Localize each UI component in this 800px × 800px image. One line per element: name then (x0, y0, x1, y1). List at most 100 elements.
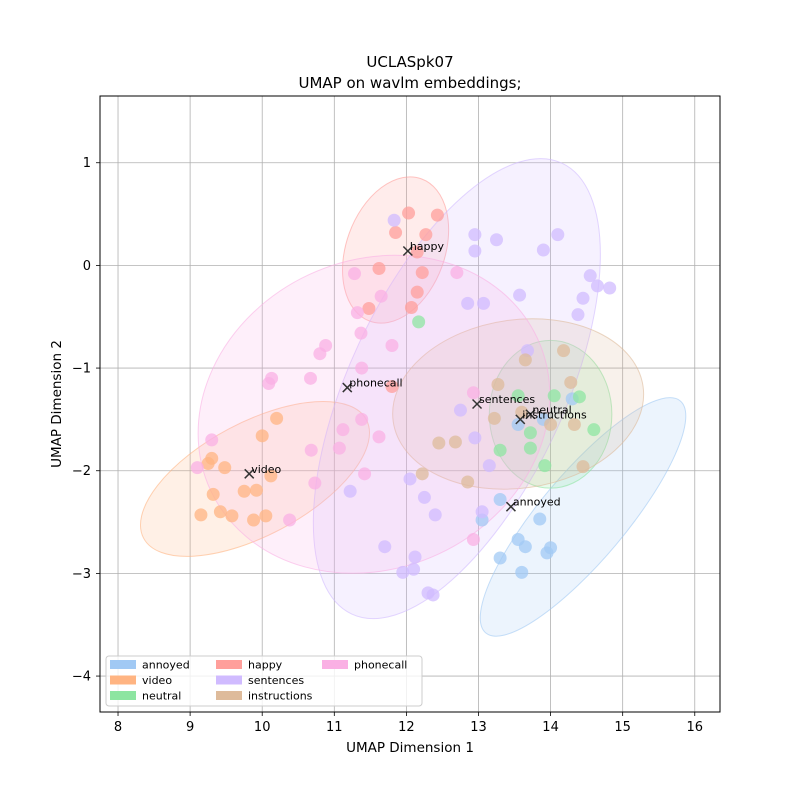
point-video (213, 505, 227, 519)
point-happy (410, 285, 424, 299)
point-video (218, 461, 232, 475)
point-instructions (487, 411, 501, 425)
x-tick-label: 13 (470, 720, 487, 735)
point-happy (404, 300, 418, 314)
point-sentences (461, 296, 475, 310)
x-tick-label: 10 (254, 720, 271, 735)
x-tick-label: 14 (542, 720, 559, 735)
point-sentences (477, 296, 491, 310)
point-neutral (523, 426, 537, 440)
legend-swatch-instructions (216, 691, 242, 700)
point-phonecall (374, 289, 388, 303)
point-phonecall (350, 306, 364, 320)
point-happy (362, 302, 376, 316)
x-axis-label: UMAP Dimension 1 (346, 740, 474, 756)
ellipse-sentences (312, 158, 601, 620)
y-tick-label: −2 (72, 464, 91, 479)
point-phonecall (466, 386, 480, 400)
point-video (255, 429, 269, 443)
centroid-label-instructions: instructions (522, 408, 587, 421)
point-neutral (538, 459, 552, 473)
legend-swatch-annoyed (110, 660, 136, 669)
x-tick-label: 12 (398, 720, 415, 735)
point-phonecall (308, 476, 322, 490)
legend-label-sentences: sentences (248, 674, 304, 687)
legend-swatch-happy (216, 660, 242, 669)
legend-swatch-phonecall (322, 660, 348, 669)
x-tick-label: 15 (614, 720, 631, 735)
point-video (201, 457, 215, 471)
point-annoyed (493, 492, 507, 506)
point-annoyed (493, 551, 507, 565)
point-sentences (468, 244, 482, 258)
point-phonecall (385, 338, 399, 352)
point-phonecall (332, 441, 346, 455)
point-phonecall (283, 513, 297, 527)
legend-label-instructions: instructions (248, 690, 313, 703)
legend-label-annoyed: annoyed (142, 659, 190, 672)
point-sentences (490, 233, 504, 247)
point-phonecall (304, 371, 318, 385)
point-instructions (544, 418, 558, 432)
point-sentences (387, 213, 401, 227)
point-neutral (572, 390, 586, 404)
point-instructions (576, 460, 590, 474)
point-neutral (547, 389, 561, 403)
point-video (225, 509, 239, 523)
centroid-annotations: happy phonecall sentencesneutralinstructio… (244, 240, 587, 512)
legend-label-neutral: neutral (142, 690, 181, 703)
point-neutral (587, 423, 601, 437)
point-sentences (475, 505, 489, 519)
point-sentences (482, 459, 496, 473)
point-sentences (513, 288, 527, 302)
y-tick-label: −1 (72, 362, 91, 377)
point-instructions (461, 475, 475, 489)
point-sentences (590, 279, 604, 293)
point-neutral (523, 441, 537, 455)
point-sentences (468, 228, 482, 242)
point-phonecall (190, 461, 204, 475)
point-instructions (415, 467, 429, 481)
point-phonecall (355, 412, 369, 426)
centroid-marker-neutral (525, 409, 536, 420)
point-sentences (583, 269, 597, 283)
point-sentences (576, 291, 590, 305)
legend-label-video: video (142, 674, 172, 687)
point-phonecall (313, 347, 327, 361)
point-phonecall (205, 433, 219, 447)
point-neutral (412, 315, 426, 329)
ellipse-neutral (488, 339, 613, 489)
point-sentences (403, 472, 417, 486)
chart-title: UCLASpk07 (366, 53, 453, 71)
centroid-marker-happy (402, 245, 413, 257)
centroid-label-phonecall: phonecall (349, 377, 402, 390)
point-video (259, 509, 273, 523)
point-video (206, 487, 220, 501)
legend-swatch-video (110, 675, 136, 685)
legend-label-phonecall: phonecall (354, 659, 407, 672)
centroid-label-happy: happy (410, 240, 445, 253)
legend-label-happy: happy (248, 659, 283, 672)
point-instructions (564, 375, 578, 389)
x-axis-ticks: 8 9 10 11 12 13 14 15 16 (114, 712, 703, 735)
point-instructions (432, 436, 446, 450)
point-happy (402, 206, 416, 220)
point-instructions (518, 353, 532, 367)
point-phonecall (304, 443, 318, 457)
plot-frame (99, 95, 721, 713)
point-phonecall (372, 430, 386, 444)
point-phonecall (358, 467, 372, 481)
data-points (190, 206, 617, 602)
point-happy (372, 261, 386, 275)
point-sentences (551, 228, 565, 242)
point-sentences (571, 308, 585, 322)
point-video (237, 484, 251, 498)
point-annoyed (533, 512, 547, 526)
point-happy (430, 208, 444, 222)
y-tick-label: −3 (72, 567, 91, 582)
point-sentences (536, 243, 550, 257)
point-phonecall (450, 266, 464, 280)
point-instructions (491, 377, 505, 391)
point-happy (385, 380, 399, 394)
point-phonecall (262, 376, 276, 390)
